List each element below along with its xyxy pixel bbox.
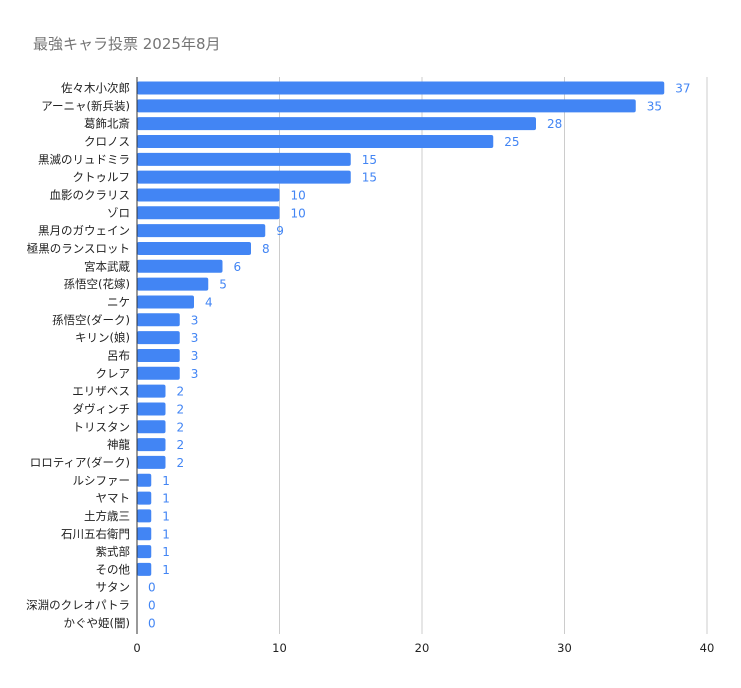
category-label: 神龍 <box>107 438 130 452</box>
data-label: 1 <box>162 474 170 488</box>
data-label: 4 <box>205 295 213 309</box>
data-label: 3 <box>191 331 199 345</box>
x-tick-label: 40 <box>700 641 715 655</box>
bar <box>137 420 166 434</box>
bar <box>137 188 280 202</box>
data-label: 2 <box>177 420 185 434</box>
bar <box>137 81 665 95</box>
bar <box>137 241 251 255</box>
data-label: 8 <box>262 242 270 256</box>
category-label: ニケ <box>107 295 130 309</box>
bar <box>137 206 280 220</box>
data-label: 1 <box>162 545 170 559</box>
data-label: 15 <box>362 171 377 185</box>
category-label: クロノス <box>84 134 130 148</box>
category-label: ルシファー <box>73 473 131 487</box>
bar <box>137 473 152 487</box>
category-label: 土方歳三 <box>84 509 130 523</box>
bar <box>137 562 152 576</box>
data-label: 1 <box>162 492 170 506</box>
data-label: 25 <box>504 135 519 149</box>
category-label: 呂布 <box>107 348 130 362</box>
data-label: 9 <box>276 224 284 238</box>
data-label: 2 <box>177 456 185 470</box>
bar <box>137 527 152 541</box>
category-label: キリン(娘) <box>75 331 130 345</box>
bar <box>137 402 166 416</box>
data-label: 1 <box>162 563 170 577</box>
category-label: 葛飾北斎 <box>84 117 130 131</box>
data-label: 3 <box>191 349 199 363</box>
category-label: ゾロ <box>107 206 130 220</box>
data-label: 3 <box>191 367 199 381</box>
category-label: 深淵のクレオパトラ <box>26 598 130 612</box>
category-label: クトゥルフ <box>73 170 131 184</box>
category-label: 血影のクラリス <box>50 188 131 202</box>
category-label: ロロティア(ダーク) <box>30 455 130 469</box>
bar <box>137 277 209 291</box>
bar <box>137 348 180 362</box>
bar <box>137 134 494 148</box>
category-label: 孫悟空(ダーク) <box>52 313 130 327</box>
data-label: 15 <box>362 153 377 167</box>
data-label: 0 <box>148 599 156 613</box>
bar <box>137 331 180 345</box>
category-label: 孫悟空(花嫁) <box>64 277 130 291</box>
chart-title: 最強キャラ投票 2025年8月 <box>33 35 221 53</box>
bar <box>137 545 152 559</box>
category-label: 宮本武蔵 <box>84 259 130 273</box>
category-label: 極黒のランスロット <box>27 241 130 255</box>
bar <box>137 99 636 113</box>
data-label: 2 <box>177 402 185 416</box>
category-label: エリザベス <box>72 384 130 398</box>
bar <box>137 224 266 238</box>
bar <box>137 295 194 309</box>
category-label: サタン <box>96 580 131 594</box>
data-label: 35 <box>647 99 662 113</box>
data-label: 6 <box>234 260 242 274</box>
category-label: 黒月のガウェイン <box>38 224 130 238</box>
data-label: 2 <box>177 438 185 452</box>
bar <box>137 313 180 327</box>
bar <box>137 509 152 523</box>
category-label: 佐々木小次郎 <box>61 81 130 95</box>
data-label: 3 <box>191 313 199 327</box>
category-label: クレア <box>96 366 131 380</box>
bar <box>137 491 152 505</box>
data-label: 5 <box>219 278 227 292</box>
bar <box>137 384 166 398</box>
x-tick-label: 0 <box>133 641 140 655</box>
category-label: ダヴィンチ <box>73 402 131 416</box>
category-label: ヤマト <box>96 491 131 505</box>
bar <box>137 366 180 380</box>
data-label: 37 <box>675 82 690 96</box>
category-label: かぐや姫(闇) <box>64 616 130 630</box>
category-label: 石川五右衛門 <box>61 527 130 541</box>
category-label: トリスタン <box>73 420 131 434</box>
bar <box>137 259 223 273</box>
bar <box>137 455 166 469</box>
data-label: 10 <box>291 188 306 202</box>
data-label: 28 <box>547 117 562 131</box>
bar <box>137 170 351 184</box>
bar <box>137 152 351 166</box>
data-label: 1 <box>162 509 170 523</box>
category-label: その他 <box>96 562 131 576</box>
data-label: 2 <box>177 385 185 399</box>
data-label: 0 <box>148 581 156 595</box>
data-label: 0 <box>148 616 156 630</box>
category-label: 黒滅のリュドミラ <box>38 152 130 166</box>
category-label: アーニャ(新兵装) <box>41 99 130 113</box>
data-label: 1 <box>162 527 170 541</box>
bar <box>137 438 166 452</box>
bar <box>137 117 536 131</box>
x-tick-label: 20 <box>415 641 430 655</box>
x-tick-label: 10 <box>272 641 287 655</box>
category-label: 紫式部 <box>96 545 131 559</box>
data-label: 10 <box>291 206 306 220</box>
x-tick-label: 30 <box>557 641 572 655</box>
